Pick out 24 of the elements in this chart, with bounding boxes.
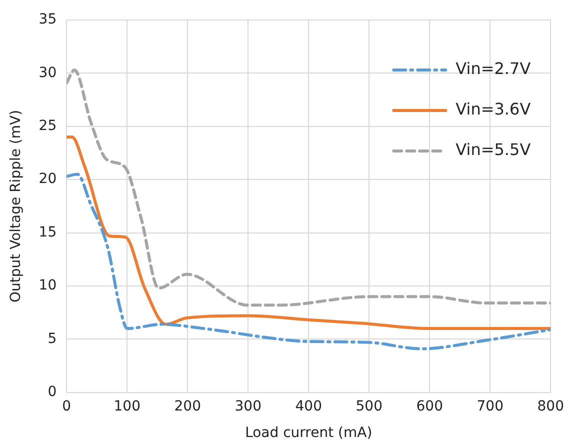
y-tick-label: 10: [38, 278, 57, 294]
legend-label: Vin=3.6V: [456, 100, 531, 119]
y-axis-title: Output Voltage Ripple (mV): [8, 110, 24, 302]
x-tick-label: 600: [416, 398, 443, 414]
x-tick-label: 300: [234, 398, 262, 414]
x-tick-label: 500: [356, 398, 382, 414]
line-series: [66, 172, 551, 350]
y-tick-label: 30: [38, 64, 57, 81]
y-tick-label: 35: [38, 12, 57, 28]
line-series: [66, 136, 551, 330]
x-tick-label: 200: [174, 398, 201, 414]
legend-label: Vin=2.7V: [456, 59, 531, 78]
legend-label: Vin=5.5V: [456, 140, 531, 160]
x-tick-label: 400: [295, 398, 322, 414]
x-tick-label: 700: [476, 398, 504, 414]
x-axis-title: Load current (mA): [245, 425, 372, 442]
x-tick-label: 100: [114, 398, 140, 414]
y-tick-label: 0: [48, 384, 57, 400]
x-tick-label: 800: [537, 398, 564, 414]
y-tick-label: 25: [38, 118, 57, 134]
y-tick-label: 20: [38, 171, 57, 188]
y-tick-label: 5: [48, 330, 57, 347]
x-tick-label: 0: [62, 398, 72, 414]
y-tick-label: 15: [38, 224, 57, 240]
